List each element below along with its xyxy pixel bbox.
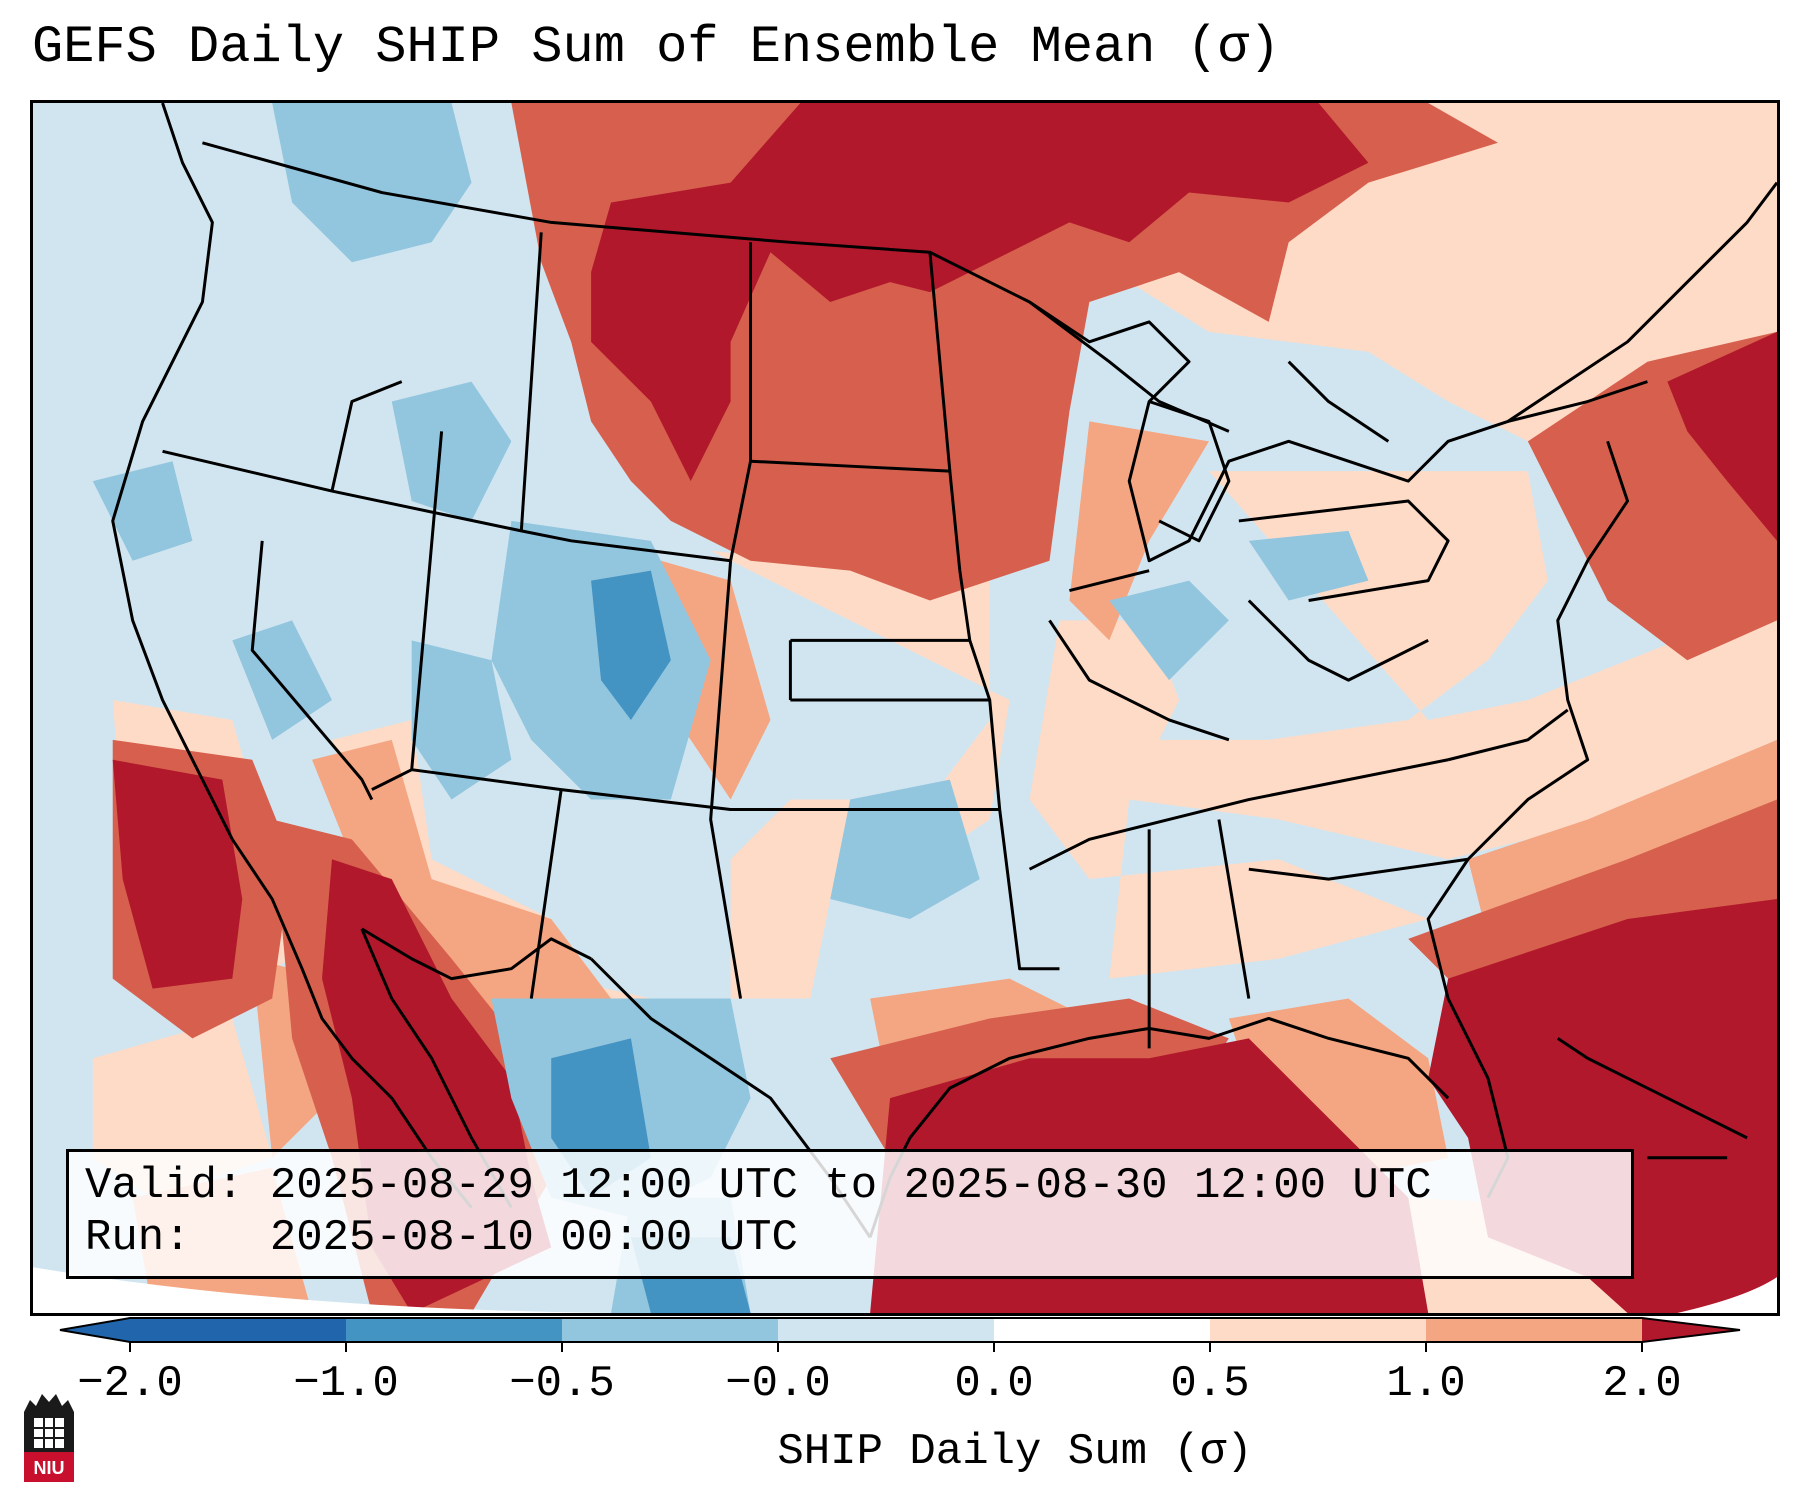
colorbar [59,1317,1741,1352]
colorbar-tick-marks [129,1342,1643,1352]
colorbar-tick-label: 0.5 [1170,1359,1250,1409]
colorbar-seg-2 [346,1318,562,1342]
colorbar-seg-3 [562,1318,778,1342]
colorbar-tick-label: 2.0 [1602,1359,1682,1409]
projection-edge-right [1677,1277,1777,1313]
colorbar-label: SHIP Daily Sum (σ) [777,1427,1253,1477]
colorbar-seg-5 [994,1318,1210,1342]
map-frame [30,100,1780,1316]
niu-logo-text: NIU [34,1458,65,1478]
colorbar-tick-label: −0.0 [725,1359,831,1409]
valid-line: Valid: 2025-08-29 12:00 UTC to 2025-08-3… [85,1161,1432,1211]
projection-edge [33,1267,731,1313]
run-line: Run: 2025-08-10 00:00 UTC [85,1213,798,1263]
colorbar-seg-4 [778,1318,994,1342]
colorbar-tick-label: −0.5 [509,1359,615,1409]
colorbar-tick-label: 1.0 [1386,1359,1466,1409]
colorbar-tick-label: −2.0 [77,1359,183,1409]
colorbar-seg-7 [1426,1318,1642,1342]
colorbar-seg-1 [130,1318,346,1342]
colorbar-tick-label: 0.0 [954,1359,1034,1409]
colorbar-seg-8 [1642,1318,1740,1342]
colorbar-seg-0 [60,1318,130,1342]
niu-logo-icon: NIU [24,1394,74,1482]
colorbar-tick-label: −1.0 [293,1359,399,1409]
map-canvas [33,103,1777,1313]
info-box: Valid: 2025-08-29 12:00 UTC to 2025-08-3… [66,1149,1634,1279]
boundaries [111,103,1777,1239]
colorbar-seg-6 [1210,1318,1426,1342]
map-title: GEFS Daily SHIP Sum of Ensemble Mean (σ) [32,18,1281,77]
